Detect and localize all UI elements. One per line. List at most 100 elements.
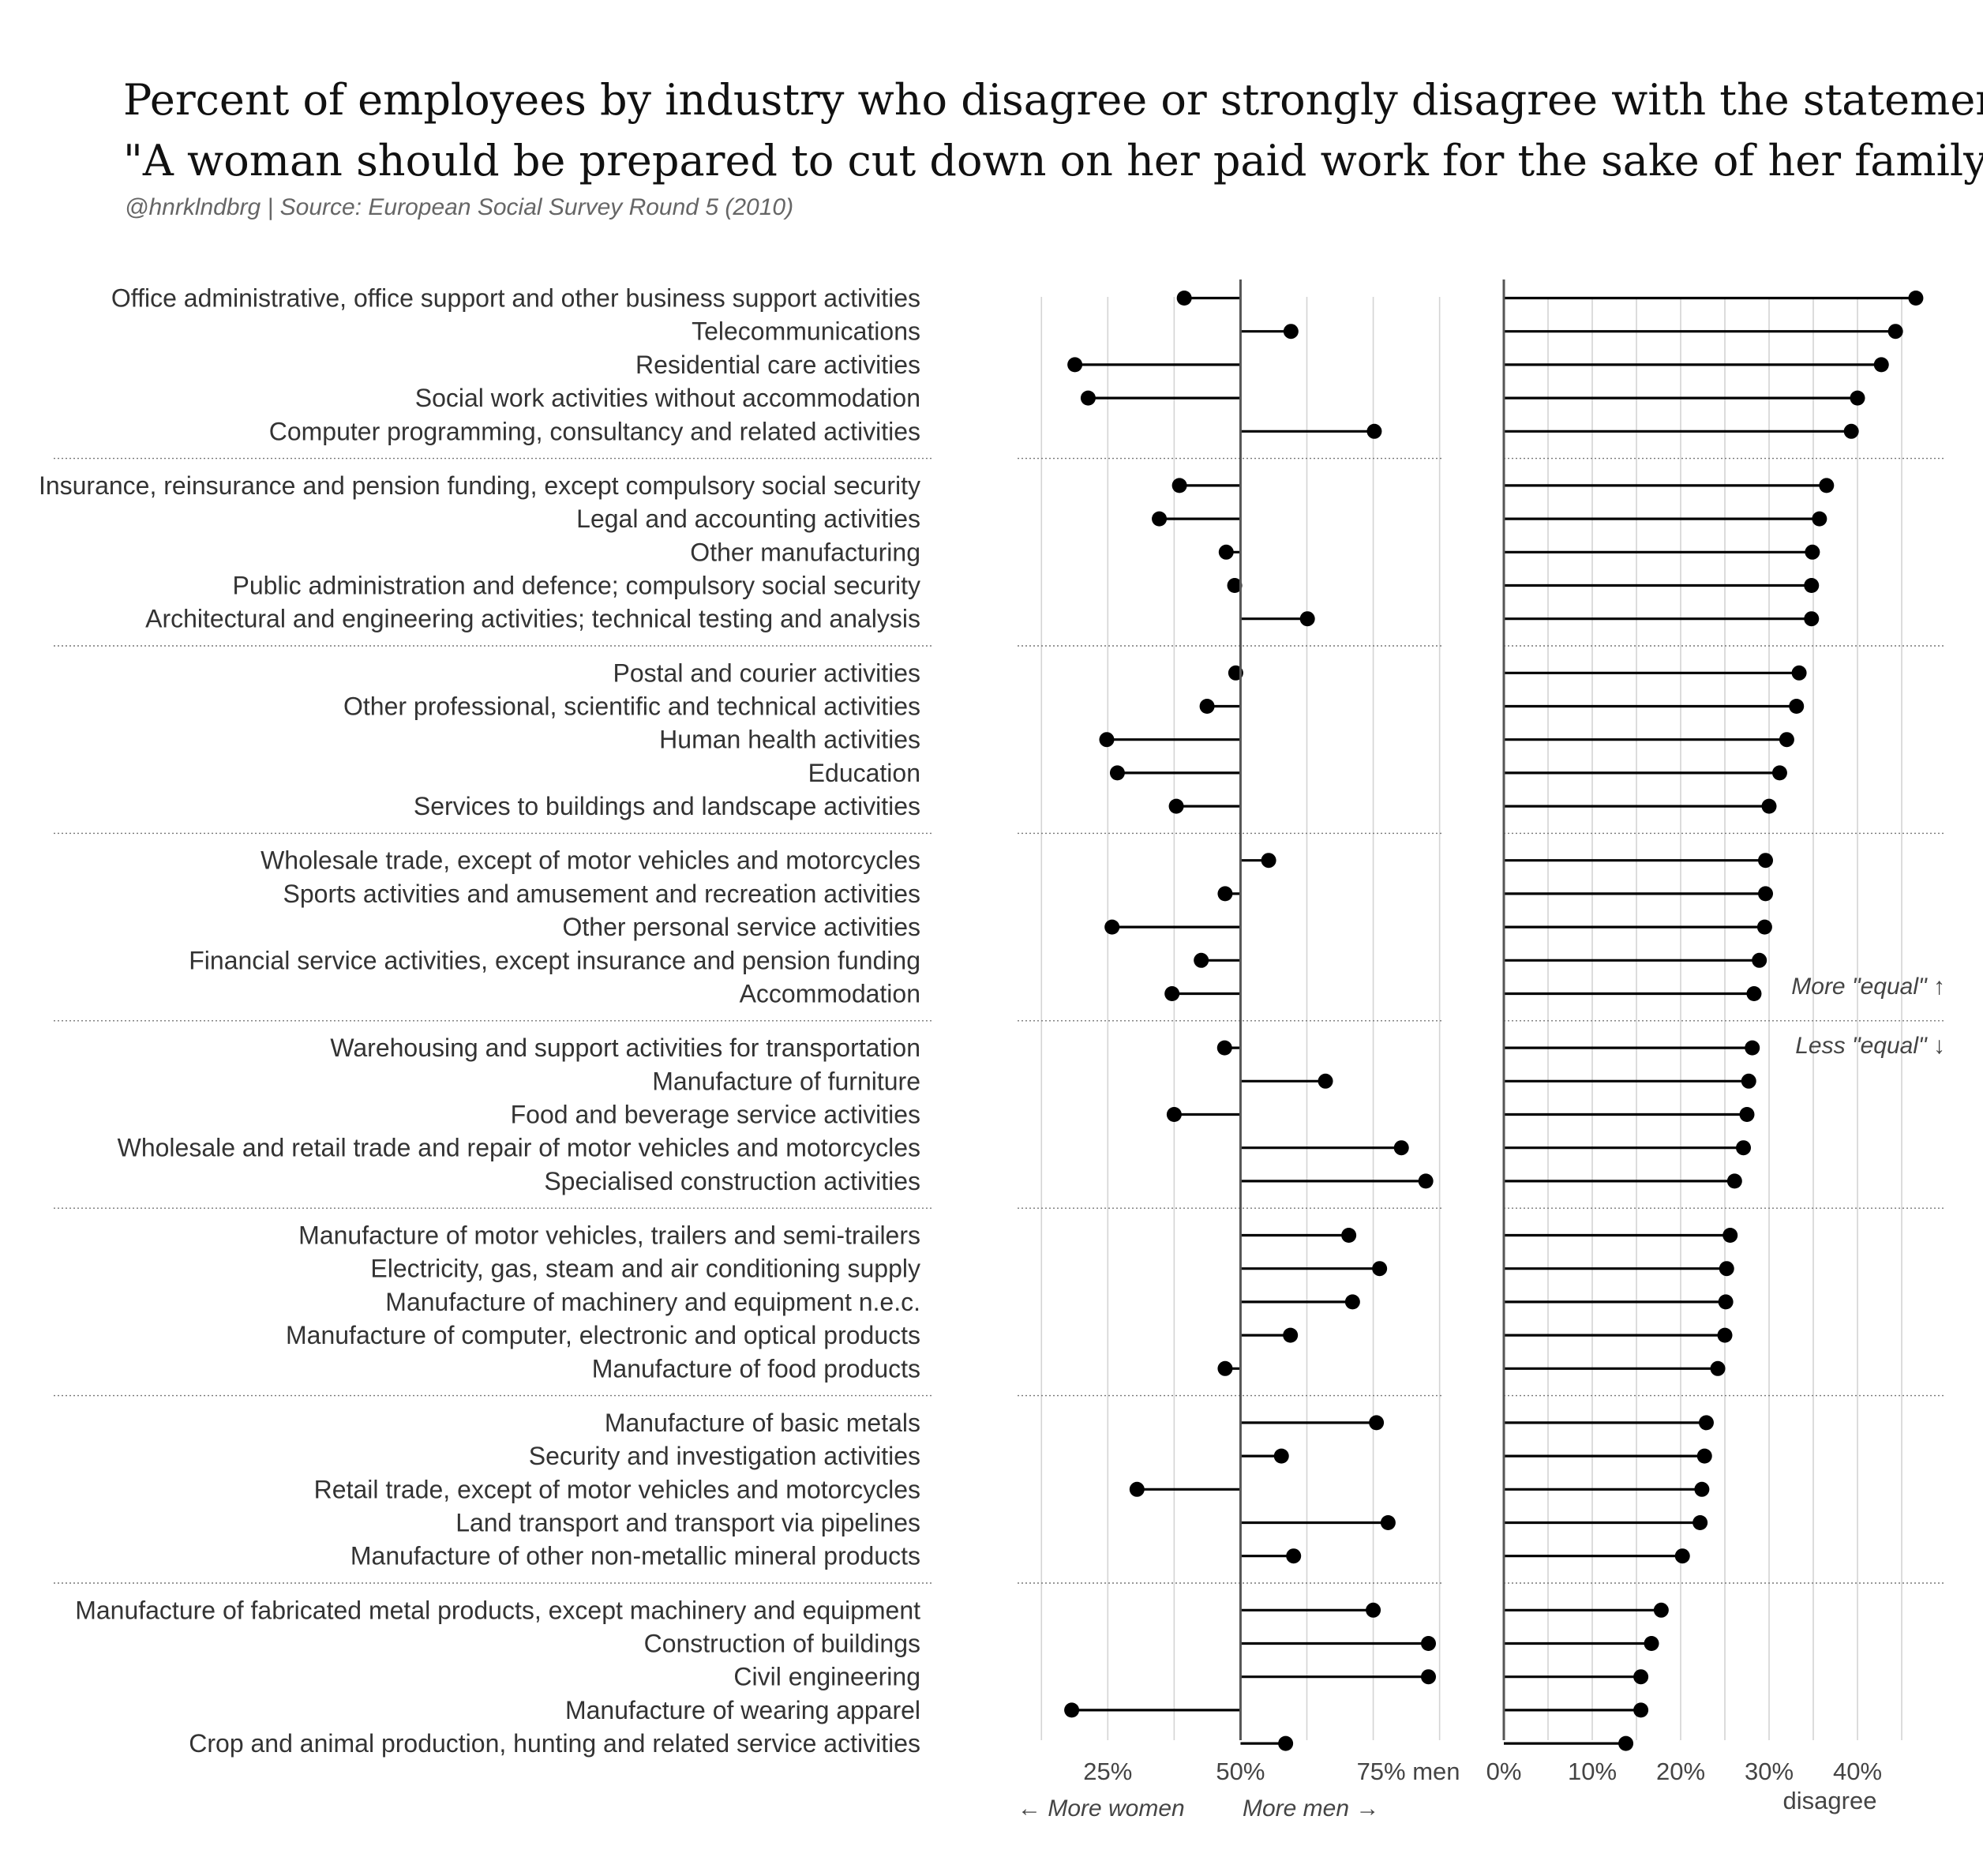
gender-ratio-point	[1366, 1602, 1381, 1618]
category-label: Manufacture of basic metals	[605, 1409, 920, 1437]
gender-ratio-point	[1218, 544, 1234, 560]
disagree-point	[1719, 1261, 1734, 1277]
right-tick-label: 20%	[1656, 1758, 1705, 1785]
gender-ratio-point	[1421, 1636, 1437, 1651]
panel-axes	[1239, 280, 1505, 1740]
category-label: Electricity, gas, steam and air conditio…	[370, 1255, 920, 1283]
category-label: Manufacture of wearing apparel	[565, 1696, 920, 1724]
gender-ratio-point	[1421, 1669, 1437, 1685]
gender-ratio-point	[1273, 1448, 1289, 1464]
category-label: Residential care activities	[635, 351, 920, 379]
chart-title-line-1: Percent of employees by industry who dis…	[123, 75, 1983, 125]
gender-ratio-point	[1286, 1548, 1302, 1564]
disagree-point	[1722, 1228, 1738, 1243]
category-label: Office administrative, office support an…	[111, 284, 920, 313]
disagree-point	[1726, 1173, 1742, 1189]
right-panel-gridlines	[1503, 297, 1902, 1740]
category-label: Legal and accounting activities	[576, 505, 920, 533]
category-label: Land transport and transport via pipelin…	[455, 1509, 920, 1537]
left-tick-label: 50%	[1216, 1758, 1265, 1785]
gender-ratio-point	[1168, 798, 1184, 814]
category-label: Public administration and defence; compu…	[232, 572, 920, 600]
disagree-point	[1745, 1040, 1760, 1056]
right-tick-label: 40%	[1833, 1758, 1882, 1785]
gender-ratio-point	[1217, 886, 1233, 902]
category-label: Other manufacturing	[690, 538, 920, 566]
category-label: Food and beverage service activities	[511, 1101, 920, 1129]
category-label: Wholesale trade, except of motor vehicle…	[261, 846, 920, 875]
gender-ratio-point	[1341, 1228, 1357, 1243]
category-label: Architectural and engineering activities…	[145, 605, 920, 633]
gender-ratio-point	[1199, 699, 1215, 714]
gender-ratio-point	[1418, 1173, 1434, 1189]
disagree-point	[1779, 732, 1794, 748]
disagree-point	[1843, 423, 1859, 439]
right-tick-label: 0%	[1486, 1758, 1522, 1785]
group-separators	[54, 457, 1946, 1584]
disagree-point	[1758, 886, 1774, 902]
disagree-point	[1873, 357, 1889, 373]
category-label: Computer programming, consultancy and re…	[269, 417, 920, 445]
category-label: Telecommunications	[692, 317, 920, 346]
disagree-point	[1710, 1360, 1726, 1376]
gender-ratio-point	[1227, 578, 1243, 593]
disagree-point	[1644, 1636, 1659, 1651]
gender-ratio-point	[1366, 423, 1382, 439]
disagree-point	[1618, 1735, 1634, 1751]
category-label: Manufacture of food products	[592, 1354, 920, 1383]
right-axis-title: disagree	[1783, 1787, 1877, 1814]
category-label: Accommodation	[740, 980, 920, 1008]
gender-ratio-lollipops	[1064, 291, 1437, 1751]
category-label: Sports activities and amusement and recr…	[283, 880, 921, 908]
category-labels: Office administrative, office support an…	[39, 284, 920, 1758]
disagree-point	[1752, 952, 1767, 968]
disagree-point	[1736, 1140, 1752, 1156]
disagree-point	[1819, 478, 1835, 493]
disagree-point	[1741, 1073, 1756, 1089]
less-equal-annotation: Less "equal" ↓	[1795, 1033, 1945, 1059]
disagree-point	[1771, 765, 1787, 781]
chart-subtitle: @hnrklndbrg | Source: European Social Su…	[125, 194, 793, 220]
disagree-point	[1692, 1515, 1708, 1530]
gender-ratio-point	[1344, 1294, 1360, 1310]
disagree-point	[1718, 1294, 1734, 1310]
gender-ratio-point	[1166, 1107, 1182, 1122]
disagree-point	[1804, 611, 1820, 627]
disagree-point	[1805, 544, 1820, 560]
gender-ratio-point	[1299, 611, 1315, 627]
gender-ratio-point	[1393, 1140, 1409, 1156]
disagree-point	[1694, 1481, 1710, 1497]
axis-tick-labels: 25% 50% 75% men 0% 10% 20% 30% 40%	[1083, 1758, 1882, 1785]
gender-ratio-point	[1369, 1415, 1385, 1431]
gender-ratio-point	[1109, 765, 1125, 781]
gender-ratio-point	[1194, 952, 1209, 968]
gender-ratio-point	[1278, 1735, 1294, 1751]
more-men-annotation: More men →	[1243, 1795, 1379, 1822]
chart-title-line-2: "A woman should be prepared to cut down …	[123, 136, 1983, 186]
category-label: Warehousing and support activities for t…	[330, 1034, 920, 1062]
gender-ratio-point	[1380, 1515, 1396, 1530]
disagree-point	[1791, 665, 1807, 681]
gender-ratio-point	[1283, 324, 1299, 340]
more-women-annotation: ← More women	[1018, 1795, 1185, 1822]
disagree-point	[1761, 798, 1777, 814]
gender-ratio-point	[1261, 853, 1276, 869]
category-label: Human health activities	[659, 726, 920, 754]
right-tick-label: 10%	[1568, 1758, 1617, 1785]
category-label: Services to buildings and landscape acti…	[414, 792, 920, 820]
category-label: Financial service activities, except ins…	[189, 946, 920, 974]
gender-ratio-point	[1372, 1261, 1388, 1277]
category-label: Crop and animal production, hunting and …	[189, 1729, 920, 1758]
category-label: Manufacture of machinery and equipment n…	[385, 1288, 920, 1316]
disagree-point	[1746, 986, 1762, 1001]
category-label: Postal and courier activities	[613, 658, 920, 687]
category-label: Wholesale and retail trade and repair of…	[118, 1134, 920, 1162]
disagree-point	[1696, 1448, 1712, 1464]
gender-ratio-point	[1152, 511, 1168, 527]
disagree-point	[1812, 511, 1827, 527]
category-label: Manufacture of fabricated metal products…	[75, 1596, 920, 1624]
gender-ratio-point	[1080, 390, 1096, 406]
category-label: Insurance, reinsurance and pension fundi…	[39, 471, 920, 500]
category-label: Manufacture of motor vehicles, trailers …	[298, 1221, 920, 1250]
